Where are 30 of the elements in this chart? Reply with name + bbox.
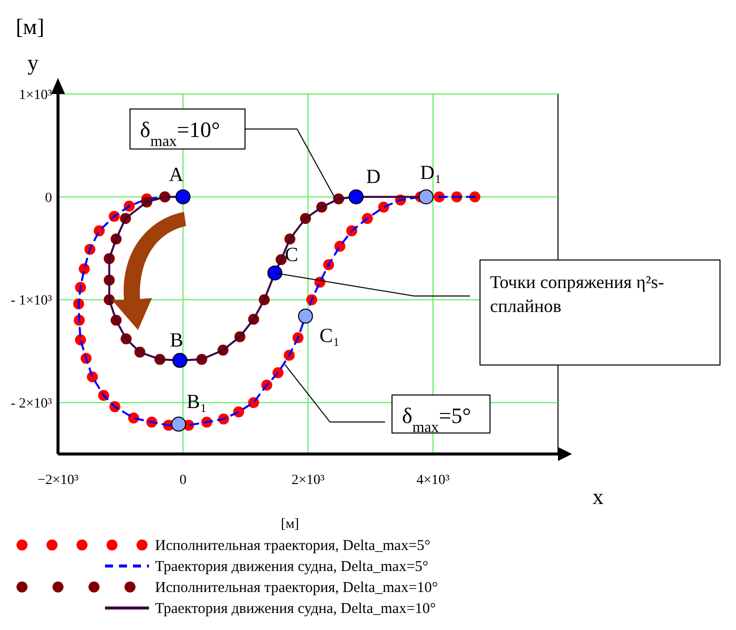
annotation: δ$_{max}$=5° [402,403,472,436]
y-axis-title: y [28,50,38,75]
y-tick-label: - 1×10³ [10,294,52,309]
legend-label: Траектория движения судна, Delta_max=10° [155,601,436,617]
legend-label: Траектория движения судна, Delta_max=5° [155,559,428,575]
annotation: C [284,244,298,266]
text: [м] [280,517,300,532]
point [298,308,313,324]
y-tick-label: 1×10³ [18,88,52,103]
y-tick-label: 0 [45,190,52,206]
annotation: δ$_{max}$=10° [140,117,220,150]
annotation: C₁ [320,325,340,348]
text: [м] [16,14,44,39]
legend-label: Исполнительная траектория, Delta_max=5° [155,538,430,554]
x-tick-label: 0 [180,473,186,488]
point [348,189,364,204]
point [171,416,186,432]
annotation: Точки сопряжения η²s-сплайнов [490,272,664,316]
y-tick-label: - 2×10³ [10,396,52,412]
point [418,189,434,204]
x-tick-label: −2×10³ [38,473,78,488]
annotation: B [170,329,184,352]
legend-label: Исполнительная траектория, Delta_max=10° [155,580,438,596]
annotation: D [366,166,381,188]
point [267,265,282,280]
point [172,352,188,368]
point [176,189,190,204]
x-tick-label: 4×10³ [416,473,450,488]
x-tick-label: 2×10³ [291,473,325,488]
x-axis-title: x [592,484,604,509]
